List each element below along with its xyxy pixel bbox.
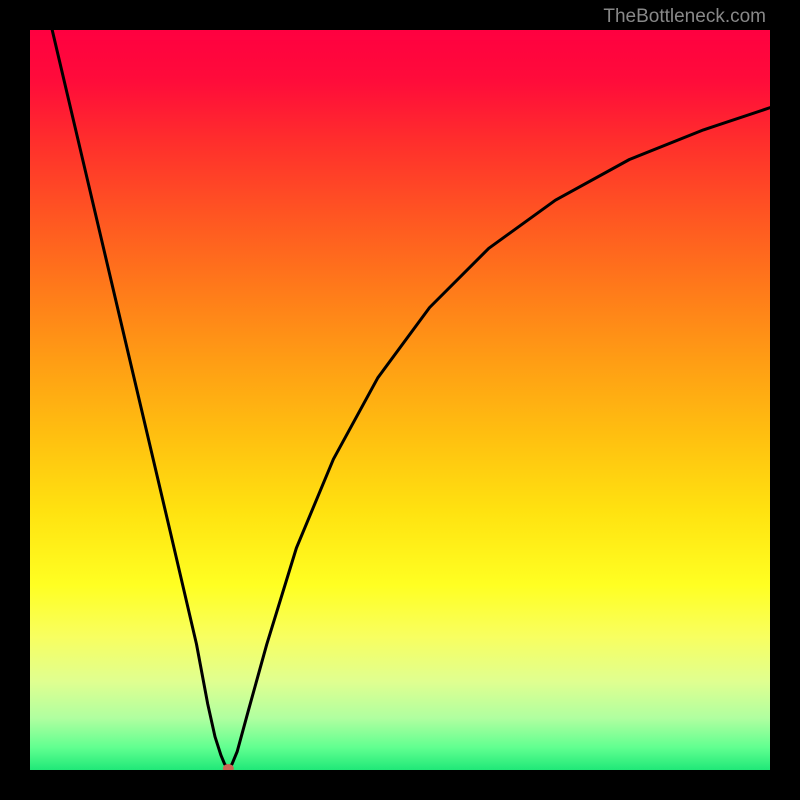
gradient-background <box>30 30 770 770</box>
watermark-text: TheBottleneck.com <box>603 6 766 28</box>
plot-area <box>30 30 770 770</box>
